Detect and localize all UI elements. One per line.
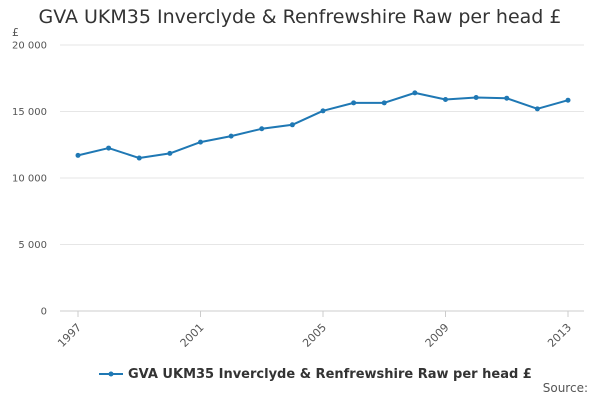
data-point <box>443 97 448 103</box>
legend[interactable]: GVA UKM35 Inverclyde & Renfrewshire Raw … <box>98 365 532 383</box>
x-tick-label: 2001 <box>178 321 207 350</box>
y-tick-label: 5 000 <box>18 240 47 251</box>
data-point <box>320 108 326 114</box>
data-point <box>106 145 112 151</box>
data-point <box>381 100 387 106</box>
y-tick-label: 15 000 <box>12 107 47 118</box>
y-tick-label: 20 000 <box>12 41 47 52</box>
x-tick-label: 2013 <box>545 321 574 350</box>
legend-label: GVA UKM35 Inverclyde & Renfrewshire Raw … <box>128 366 532 382</box>
y-tick-label: 0 <box>41 307 47 318</box>
data-point <box>136 155 142 161</box>
data-point <box>167 150 173 156</box>
chart-title: GVA UKM35 Inverclyde & Renfrewshire Raw … <box>38 6 562 28</box>
legend-swatch-icon <box>99 371 123 377</box>
data-point <box>412 90 418 96</box>
data-point <box>565 97 571 103</box>
data-point <box>351 100 357 106</box>
data-point <box>75 152 81 158</box>
x-tick-label: 2005 <box>300 321 329 350</box>
series-line <box>77 91 569 160</box>
data-point <box>289 122 295 128</box>
x-tick-label: 1997 <box>55 321 84 350</box>
x-tick-label: 2009 <box>423 321 452 350</box>
data-point <box>504 95 510 101</box>
data-point <box>473 95 479 101</box>
y-axis-unit: £ <box>12 26 19 39</box>
data-point <box>259 126 265 132</box>
data-point <box>534 106 540 112</box>
source-label: Source: <box>542 381 588 395</box>
data-point <box>228 133 234 139</box>
y-tick-label: 10 000 <box>12 174 47 185</box>
data-point <box>198 139 203 145</box>
